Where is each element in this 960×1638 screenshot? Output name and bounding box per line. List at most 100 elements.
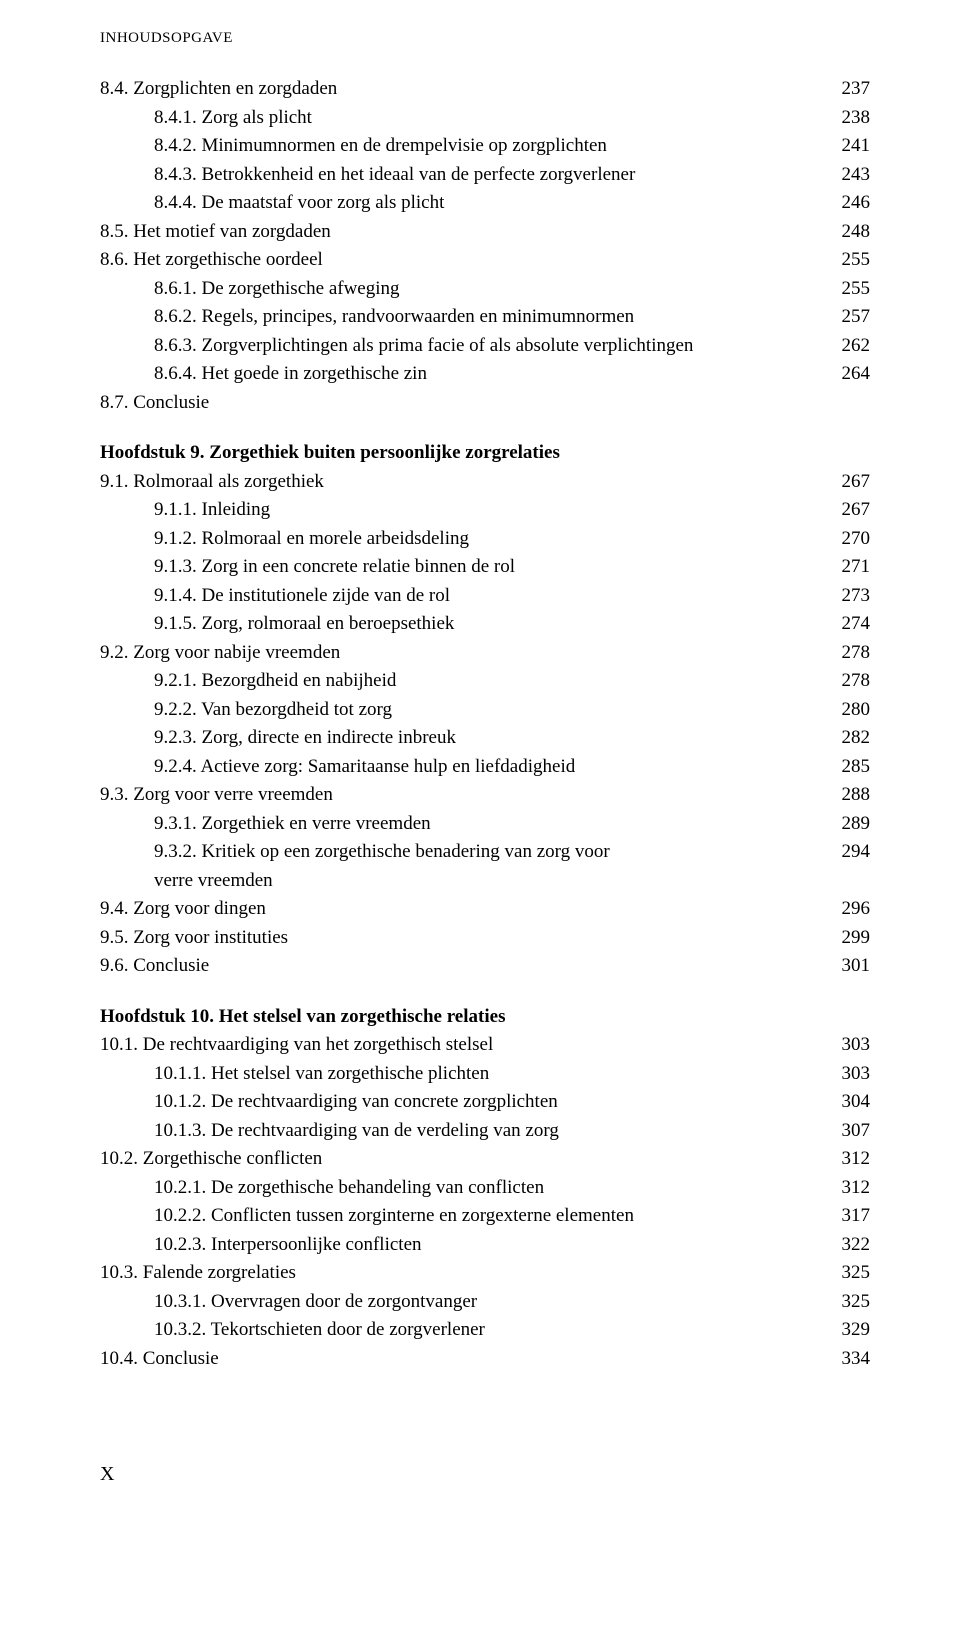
toc-entry-page: 334 <box>842 1345 871 1374</box>
toc-entry-page: 329 <box>842 1316 871 1345</box>
toc-entry-label: 8.6.3. Zorgverplichtingen als prima faci… <box>154 332 842 361</box>
toc-list: 8.4. Zorgplichten en zorgdaden2378.4.1. … <box>100 75 870 1373</box>
toc-entry-page: 322 <box>842 1231 871 1260</box>
toc-entry-page: 317 <box>842 1202 871 1231</box>
toc-entry: 9.1. Rolmoraal als zorgethiek267 <box>100 468 870 497</box>
toc-entry-page: 303 <box>842 1060 871 1089</box>
toc-entry: 9.4. Zorg voor dingen296 <box>100 895 870 924</box>
toc-entry-page: 278 <box>842 667 871 696</box>
toc-entry-label: 10.1.3. De rechtvaardiging van de verdel… <box>154 1117 842 1146</box>
toc-entry: 9.3.1. Zorgethiek en verre vreemden289 <box>100 810 870 839</box>
toc-entry-page: 270 <box>842 525 871 554</box>
toc-entry-page: 274 <box>842 610 871 639</box>
toc-entry: 9.2.2. Van bezorgdheid tot zorg280 <box>100 696 870 725</box>
toc-entry: 9.3. Zorg voor verre vreemden288 <box>100 781 870 810</box>
toc-entry-label: 8.6. Het zorgethische oordeel <box>100 246 842 275</box>
toc-entry-label: 8.5. Het motief van zorgdaden <box>100 218 842 247</box>
toc-entry-label: 9.2.2. Van bezorgdheid tot zorg <box>154 696 842 725</box>
toc-entry-page: 288 <box>842 781 871 810</box>
toc-entry-label: 8.4.4. De maatstaf voor zorg als plicht <box>154 189 842 218</box>
toc-entry-label: 8.6.4. Het goede in zorgethische zin <box>154 360 842 389</box>
toc-entry-page: 307 <box>842 1117 871 1146</box>
toc-entry: 9.1.2. Rolmoraal en morele arbeidsdeling… <box>100 525 870 554</box>
toc-entry: 9.1.5. Zorg, rolmoraal en beroepsethiek2… <box>100 610 870 639</box>
toc-entry-label: 10.1.2. De rechtvaardiging van concrete … <box>154 1088 842 1117</box>
toc-entry: 10.2. Zorgethische conflicten312 <box>100 1145 870 1174</box>
toc-entry-page: 271 <box>842 553 871 582</box>
toc-entry: 10.4. Conclusie334 <box>100 1345 870 1374</box>
toc-entry: Hoofdstuk 9. Zorgethiek buiten persoonli… <box>100 439 870 468</box>
toc-entry-label: 9.2. Zorg voor nabije vreemden <box>100 639 842 668</box>
toc-entry-page: 325 <box>842 1259 871 1288</box>
toc-entry-label: 9.4. Zorg voor dingen <box>100 895 842 924</box>
toc-entry-page: 267 <box>842 496 871 525</box>
toc-entry: 10.3.1. Overvragen door de zorgontvanger… <box>100 1288 870 1317</box>
toc-entry-page: 257 <box>842 303 871 332</box>
toc-entry: 8.4.2. Minimumnormen en de drempelvisie … <box>100 132 870 161</box>
toc-entry-label: 9.1.4. De institutionele zijde van de ro… <box>154 582 842 611</box>
toc-entry: 10.1.1. Het stelsel van zorgethische pli… <box>100 1060 870 1089</box>
toc-entry-label: 10.2.1. De zorgethische behandeling van … <box>154 1174 842 1203</box>
toc-entry: 9.2.3. Zorg, directe en indirecte inbreu… <box>100 724 870 753</box>
toc-entry: 9.3.2. Kritiek op een zorgethische benad… <box>100 838 870 895</box>
toc-entry: 8.4.4. De maatstaf voor zorg als plicht2… <box>100 189 870 218</box>
toc-entry-page: 304 <box>842 1088 871 1117</box>
toc-entry-page: 325 <box>842 1288 871 1317</box>
toc-entry-label: 8.4.2. Minimumnormen en de drempelvisie … <box>154 132 842 161</box>
toc-entry: 9.5. Zorg voor instituties299 <box>100 924 870 953</box>
toc-entry-page: 312 <box>842 1145 871 1174</box>
toc-entry: 8.6.4. Het goede in zorgethische zin264 <box>100 360 870 389</box>
toc-entry-page: 267 <box>842 468 871 497</box>
toc-entry-label: Hoofdstuk 9. Zorgethiek buiten persoonli… <box>100 439 870 468</box>
toc-entry-label: 9.3.2. Kritiek op een zorgethische benad… <box>154 838 842 895</box>
toc-entry-page: 299 <box>842 924 871 953</box>
toc-entry-label: 9.5. Zorg voor instituties <box>100 924 842 953</box>
toc-entry-label: 9.1.5. Zorg, rolmoraal en beroepsethiek <box>154 610 842 639</box>
toc-entry-page: 289 <box>842 810 871 839</box>
toc-entry-page: 237 <box>842 75 871 104</box>
toc-entry-label: 8.6.2. Regels, principes, randvoorwaarde… <box>154 303 842 332</box>
toc-entry-label: 10.1. De rechtvaardiging van het zorgeth… <box>100 1031 842 1060</box>
toc-entry-label: 8.6.1. De zorgethische afweging <box>154 275 842 304</box>
toc-entry-page: 255 <box>842 275 871 304</box>
toc-entry-label: 10.4. Conclusie <box>100 1345 842 1374</box>
toc-entry: 8.4.1. Zorg als plicht238 <box>100 104 870 133</box>
toc-entry: 9.2.4. Actieve zorg: Samaritaanse hulp e… <box>100 753 870 782</box>
toc-entry: 8.6.1. De zorgethische afweging255 <box>100 275 870 304</box>
toc-entry-page: 303 <box>842 1031 871 1060</box>
toc-entry-page: 273 <box>842 582 871 611</box>
toc-entry-label: 9.1.2. Rolmoraal en morele arbeidsdeling <box>154 525 842 554</box>
toc-entry: 10.2.1. De zorgethische behandeling van … <box>100 1174 870 1203</box>
toc-entry-label: 8.4.3. Betrokkenheid en het ideaal van d… <box>154 161 842 190</box>
toc-entry: 10.3.2. Tekortschieten door de zorgverle… <box>100 1316 870 1345</box>
toc-entry: 10.1.3. De rechtvaardiging van de verdel… <box>100 1117 870 1146</box>
toc-entry-label: 10.3.1. Overvragen door de zorgontvanger <box>154 1288 842 1317</box>
toc-entry-label: 10.1.1. Het stelsel van zorgethische pli… <box>154 1060 842 1089</box>
toc-entry: 9.2.1. Bezorgdheid en nabijheid278 <box>100 667 870 696</box>
toc-entry-label: 9.2.4. Actieve zorg: Samaritaanse hulp e… <box>154 753 842 782</box>
toc-entry: 10.3. Falende zorgrelaties325 <box>100 1259 870 1288</box>
toc-entry: 9.1.1. Inleiding267 <box>100 496 870 525</box>
toc-entry: 8.7. Conclusie <box>100 389 870 418</box>
toc-entry-page: 264 <box>842 360 871 389</box>
toc-entry-page: 285 <box>842 753 871 782</box>
toc-entry-page: 278 <box>842 639 871 668</box>
toc-entry-page: 282 <box>842 724 871 753</box>
toc-entry: 10.1.2. De rechtvaardiging van concrete … <box>100 1088 870 1117</box>
toc-entry: 10.2.2. Conflicten tussen zorginterne en… <box>100 1202 870 1231</box>
toc-entry-label: 9.1.3. Zorg in een concrete relatie binn… <box>154 553 842 582</box>
toc-entry-page: 246 <box>842 189 871 218</box>
toc-entry-page: 248 <box>842 218 871 247</box>
toc-entry-page: 262 <box>842 332 871 361</box>
toc-entry: 9.2. Zorg voor nabije vreemden278 <box>100 639 870 668</box>
toc-entry: 8.6. Het zorgethische oordeel255 <box>100 246 870 275</box>
toc-entry: 10.1. De rechtvaardiging van het zorgeth… <box>100 1031 870 1060</box>
toc-entry-label: 9.1. Rolmoraal als zorgethiek <box>100 468 842 497</box>
toc-entry: 9.1.4. De institutionele zijde van de ro… <box>100 582 870 611</box>
toc-entry-label: 10.2. Zorgethische conflicten <box>100 1145 842 1174</box>
toc-entry-label: 9.1.1. Inleiding <box>154 496 842 525</box>
page-header: INHOUDSOPGAVE <box>100 30 870 47</box>
toc-entry-label: Hoofdstuk 10. Het stelsel van zorgethisc… <box>100 1003 870 1032</box>
toc-entry-label: 10.2.3. Interpersoonlijke conflicten <box>154 1231 842 1260</box>
toc-entry-label: 9.2.1. Bezorgdheid en nabijheid <box>154 667 842 696</box>
